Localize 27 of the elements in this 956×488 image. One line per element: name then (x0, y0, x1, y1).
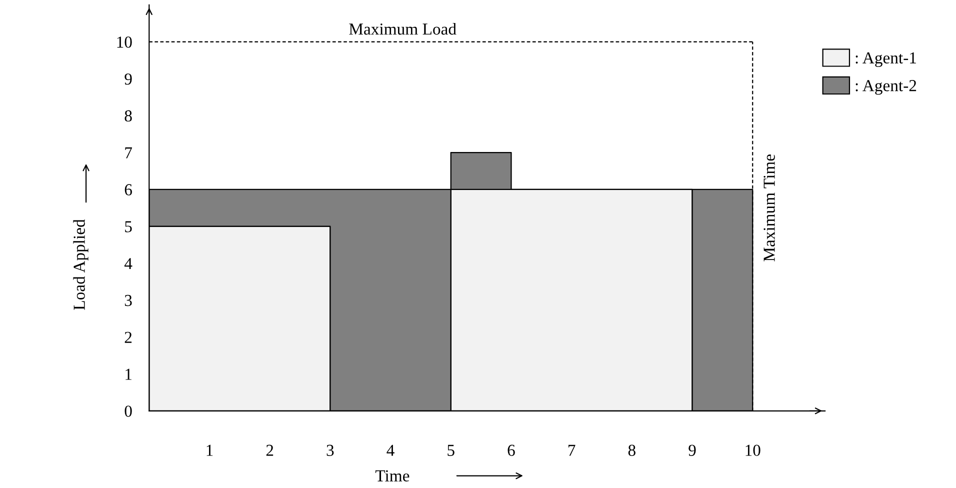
x-tick-label: 6 (508, 444, 515, 456)
ref-line-label: Maximum Time (764, 154, 775, 262)
y-tick-label: 1 (126, 368, 132, 380)
x-axis-title: Time (375, 470, 410, 482)
y-tick-label: 3 (124, 294, 132, 306)
x-tick-label: 8 (628, 444, 636, 456)
y-tick-label: 10 (117, 36, 132, 48)
y-tick-label: 2 (124, 332, 132, 343)
y-tick-label: 6 (124, 184, 132, 196)
legend-label: : Agent-1 (856, 52, 916, 67)
y-tick-label: 4 (124, 258, 132, 270)
x-tick-label: 2 (266, 444, 274, 456)
y-tick-label: 5 (125, 221, 132, 232)
legend-label: : Agent-2 (856, 80, 916, 95)
ref-line-label: Maximum Load (349, 22, 456, 35)
x-tick-label: 10 (746, 444, 760, 456)
y-tick-label: 9 (124, 73, 132, 85)
x-tick-label: 3 (326, 444, 334, 456)
y-tick-label: 8 (124, 110, 132, 122)
x-tick-label: 1 (206, 444, 213, 456)
x-tick-label: 7 (568, 444, 576, 456)
x-tick-label: 9 (688, 444, 696, 456)
x-tick-label: 5 (448, 444, 454, 456)
y-axis-title: Load Applied (73, 219, 88, 310)
y-tick-label: 0 (124, 406, 132, 417)
y-tick-label: 7 (125, 147, 132, 158)
x-tick-label: 4 (386, 444, 394, 456)
